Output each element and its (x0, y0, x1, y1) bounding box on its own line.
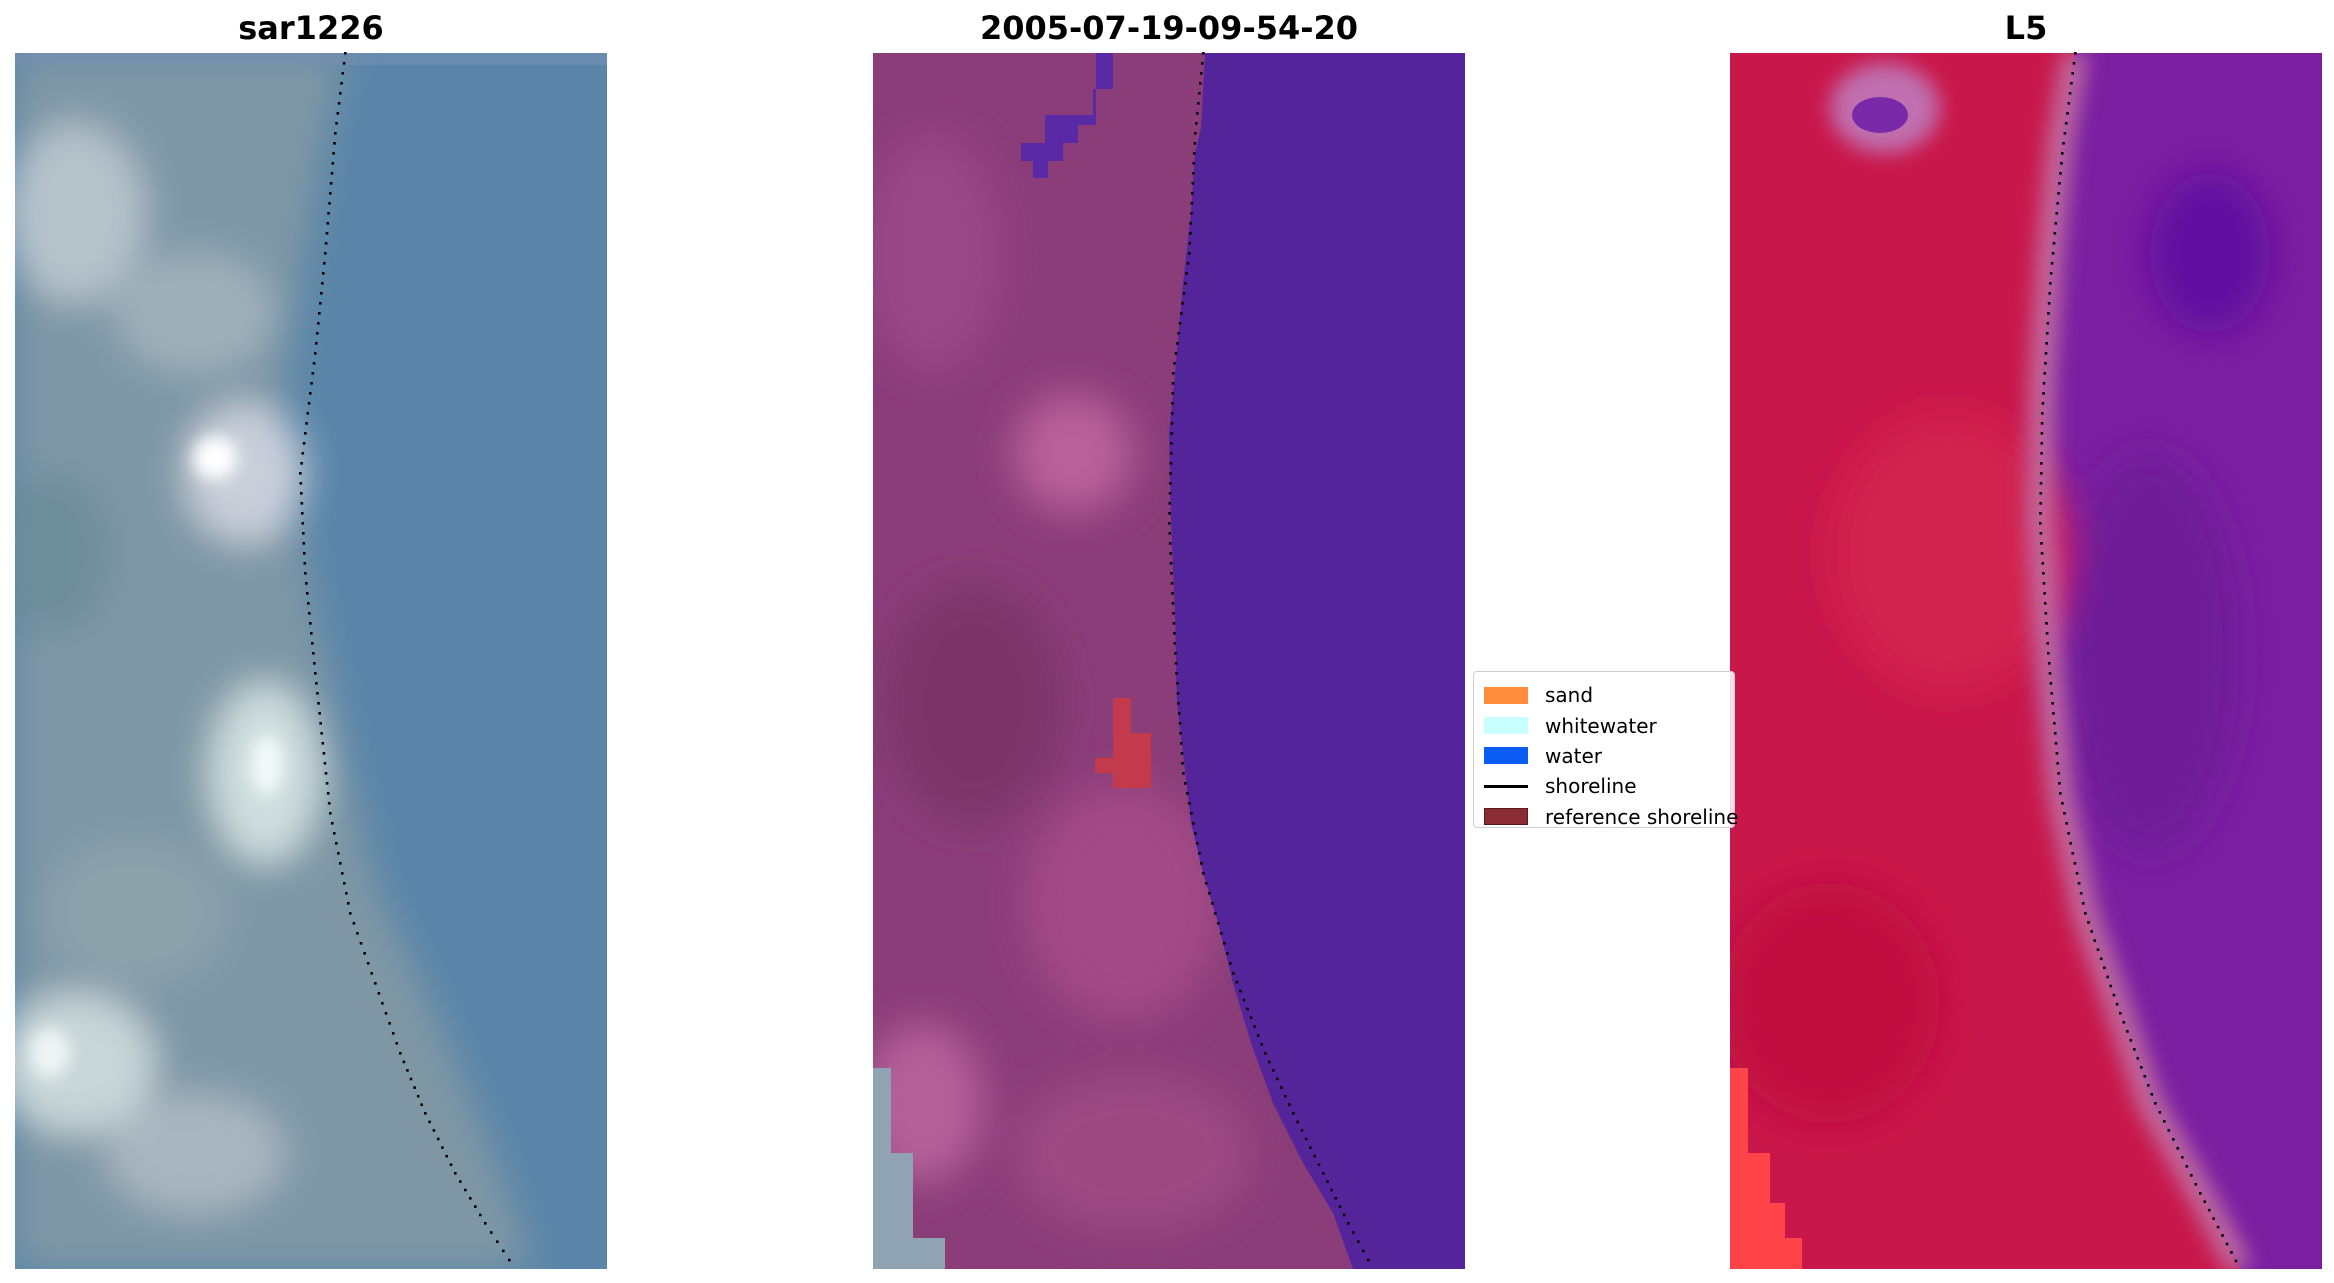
water-region (1169, 53, 1465, 1269)
legend-label: shoreline (1545, 774, 1637, 799)
legend-label: whitewater (1545, 713, 1657, 738)
water-swatch-icon (1484, 747, 1528, 765)
legend-label: water (1545, 743, 1602, 768)
rgb-image (15, 53, 607, 1269)
classified-image-panel (873, 53, 1465, 1269)
legend: sand whitewater water shoreline referenc… (1473, 671, 1738, 829)
panel-title-index: L5 (2004, 9, 2048, 47)
panel-title-rgb: sar1226 (238, 9, 384, 47)
legend-label: sand (1545, 683, 1594, 708)
classified-image (873, 53, 1465, 1269)
legend-item-shoreline: shoreline (1484, 771, 1724, 801)
legend-item-sand: sand (1484, 680, 1724, 710)
whitewater-swatch-icon (1484, 717, 1528, 735)
index-image-panel (1730, 53, 2322, 1269)
reference-shoreline-swatch-icon (1484, 808, 1528, 826)
panel-title-classified: 2005-07-19-09-54-20 (979, 9, 1359, 47)
shoreline-line-icon (1484, 784, 1528, 788)
rgb-image-panel (15, 53, 607, 1269)
inland-water-patch (1021, 53, 1113, 178)
index-image (1730, 53, 2322, 1269)
sand-swatch-icon (1484, 686, 1528, 704)
inland-water-spot (1852, 97, 1908, 133)
legend-item-water: water (1484, 741, 1724, 771)
legend-item-reference-shoreline: reference shoreline (1484, 802, 1738, 832)
reference-shoreline-patch (1095, 698, 1151, 788)
legend-label: reference shoreline (1545, 804, 1739, 829)
legend-item-whitewater: whitewater (1484, 710, 1724, 740)
